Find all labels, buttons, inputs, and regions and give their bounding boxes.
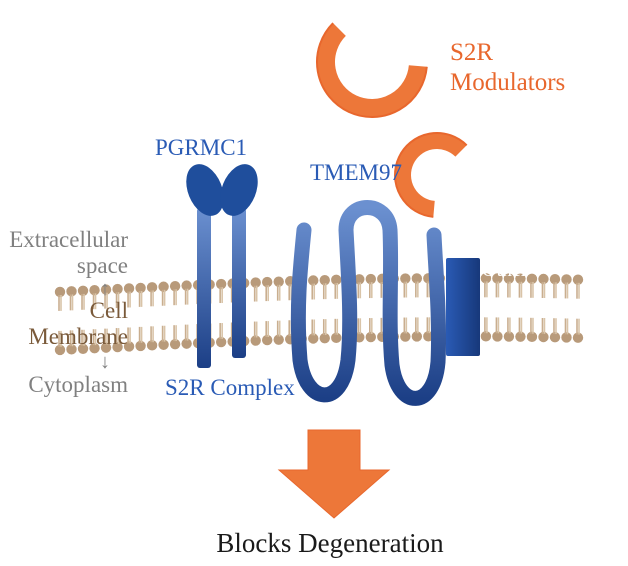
up-arrow-icon: ↑: [100, 278, 110, 300]
down-arrow-icon: [279, 430, 389, 518]
diagram-canvas: S2R Modulators PGRMC1 TMEM97 Other Extracellu…: [0, 0, 628, 566]
label-s2r-modulators-2: Modulators: [450, 69, 565, 96]
label-extracellular-2: space: [77, 253, 128, 278]
label-cell: Cell: [90, 298, 128, 323]
s2r-modulator-shapes: [317, 23, 467, 217]
label-blocks-degeneration: Blocks Degeneration: [216, 528, 444, 558]
label-pgrmc1: PGRMC1: [155, 135, 247, 160]
tmem97-protein: [298, 208, 438, 399]
label-membrane: Membrane: [28, 324, 128, 349]
label-tmem97: TMEM97: [310, 160, 402, 185]
label-cytoplasm: Cytoplasm: [28, 372, 128, 397]
down-arrow-icon: ↓: [100, 351, 110, 373]
label-extracellular: Extracellular: [9, 227, 128, 252]
labels-group: S2R Modulators PGRMC1 TMEM97 Other Extracellu…: [9, 39, 565, 558]
label-s2r-complex: S2R Complex: [165, 375, 295, 400]
other-protein: [446, 258, 480, 356]
label-s2r-modulators: S2R: [450, 39, 493, 66]
cell-membrane: [55, 273, 583, 355]
label-other: Other: [482, 259, 528, 281]
